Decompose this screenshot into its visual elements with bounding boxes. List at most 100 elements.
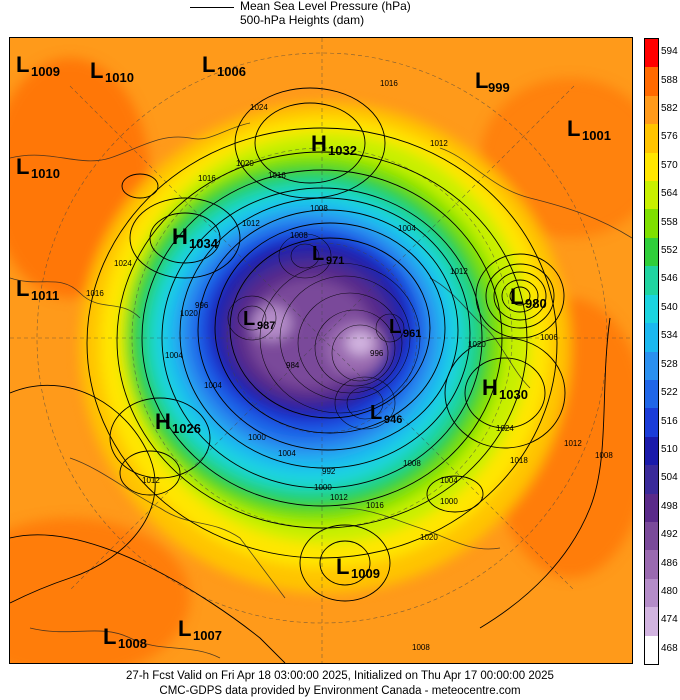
svg-text:L: L [389, 316, 401, 338]
colorbar-tick-label: 516 [661, 415, 678, 427]
svg-text:971: 971 [326, 255, 344, 267]
colorbar-segment [645, 436, 658, 466]
colorbar-tick-label: 504 [661, 472, 678, 484]
low-1011: L 1011 [16, 276, 59, 303]
isobar-label: 1012 [564, 439, 582, 448]
colorbar-tick-label: 522 [661, 387, 678, 399]
isobar-label: 1024 [496, 424, 514, 433]
inner-isobars [227, 233, 421, 430]
svg-text:L: L [16, 52, 29, 77]
svg-text:L: L [243, 308, 255, 330]
coastlines [10, 122, 632, 659]
colorbar-tick-label: 510 [661, 443, 678, 455]
colorbar-tick-label: 480 [661, 585, 678, 597]
isobar-label: 1008 [290, 231, 308, 240]
svg-text:L: L [16, 154, 29, 179]
height-colorbar [644, 38, 659, 665]
colorbar-segment [645, 152, 658, 182]
isobar-label: 1016 [86, 289, 104, 298]
colorbar-segment [645, 124, 658, 154]
low-1009-south: L 1009 [336, 554, 380, 581]
colorbar-segment [645, 323, 658, 352]
isobar-label: 1020 [180, 309, 198, 318]
low-961: L 961 [389, 316, 421, 340]
isobar-label: 1008 [412, 643, 430, 652]
colorbar-segment [645, 67, 658, 97]
map-legend: Mean Sea Level Pressure (hPa) 500-hPa He… [190, 0, 490, 30]
colorbar-tick-label: 594 [661, 46, 678, 58]
isobar-label: 992 [322, 467, 336, 476]
colorbar-tick-label: 528 [661, 358, 678, 370]
colorbar-segment [645, 95, 658, 125]
colorbar-segment [645, 578, 658, 608]
isobar-label: 1000 [314, 483, 332, 492]
isobar-label: 1006 [540, 333, 558, 342]
svg-text:1001: 1001 [582, 128, 611, 143]
colorbar-segment [645, 635, 658, 665]
colorbar-segment [645, 209, 658, 239]
colorbar-segment [645, 181, 658, 210]
svg-text:H: H [311, 131, 327, 156]
isobar-label: 1020 [420, 533, 438, 542]
low-987: L 987 [243, 308, 275, 332]
colorbar-segment [645, 493, 658, 523]
mslp-legend-label: Mean Sea Level Pressure (hPa) [240, 0, 411, 13]
colorbar-segment [645, 550, 658, 580]
svg-text:1011: 1011 [31, 288, 59, 303]
svg-text:L: L [475, 68, 488, 93]
colorbar-segment [645, 607, 658, 637]
colorbar-segment [645, 408, 658, 438]
low-1010-west: L 1010 [16, 154, 60, 181]
forecast-map: 1016 1024 1012 1020 1016 1016 1008 1012 … [9, 37, 633, 664]
svg-text:L: L [567, 116, 580, 141]
colorbar-segment [645, 39, 658, 68]
isobar-label: 1012 [142, 476, 160, 485]
colorbar-tick-label: 498 [661, 500, 678, 512]
colorbar-segment [645, 294, 658, 324]
colorbar-tick-label: 534 [661, 330, 678, 342]
low-1007: L 1007 [178, 616, 222, 643]
svg-text:1034: 1034 [189, 236, 219, 251]
isobar-label: 1008 [310, 204, 328, 213]
svg-text:L: L [103, 624, 116, 649]
isobar-label: 1012 [430, 139, 448, 148]
colorbar-segment [645, 465, 658, 495]
svg-text:H: H [482, 375, 498, 400]
pressure-centers: L 1009 L 1010 L 1006 L 999 L 1001 H 1032 L 1010… [16, 52, 611, 651]
colorbar-tick-label: 576 [661, 131, 678, 143]
svg-text:1007: 1007 [193, 628, 222, 643]
isobar-label: 1020 [468, 340, 486, 349]
high-1030: H 1030 [482, 375, 528, 402]
isobar-label: 1000 [248, 433, 266, 442]
colorbar-tick-label: 582 [661, 103, 678, 115]
high-1032: H 1032 [311, 131, 357, 158]
isobar-label: 1024 [250, 103, 268, 112]
svg-text:1010: 1010 [31, 166, 60, 181]
isobar-label: 1016 [198, 174, 216, 183]
svg-text:L: L [370, 402, 382, 424]
svg-text:1008: 1008 [118, 636, 147, 651]
mslp-legend-line [190, 7, 234, 8]
isobar-label: 1004 [398, 224, 416, 233]
isobar-label: 1008 [403, 459, 421, 468]
svg-text:L: L [90, 58, 103, 83]
isobar-label: 1004 [440, 476, 458, 485]
low-1008: L 1008 [103, 624, 147, 651]
forecast-valid-caption: 27-h Fcst Valid on Fri Apr 18 03:00:00 2… [126, 670, 554, 682]
isobar-label: 1018 [510, 456, 528, 465]
svg-text:L: L [336, 554, 349, 579]
isobar-label: 1016 [380, 79, 398, 88]
low-1010-north: L 1010 [90, 58, 134, 85]
data-credit-caption: CMC-GDPS data provided by Environment Ca… [159, 685, 521, 697]
colorbar-tick-label: 588 [661, 74, 678, 86]
colorbar-tick-label: 492 [661, 529, 678, 541]
colorbar-segment [645, 521, 658, 551]
colorbar-tick-label: 474 [661, 614, 678, 626]
svg-text:H: H [172, 224, 188, 249]
colorbar-segment [645, 266, 658, 296]
colorbar-tick-label: 552 [661, 245, 678, 257]
colorbar-tick-label: 540 [661, 301, 678, 313]
svg-text:999: 999 [488, 80, 510, 95]
isobar-label: 1012 [242, 219, 260, 228]
svg-text:1009: 1009 [31, 64, 60, 79]
